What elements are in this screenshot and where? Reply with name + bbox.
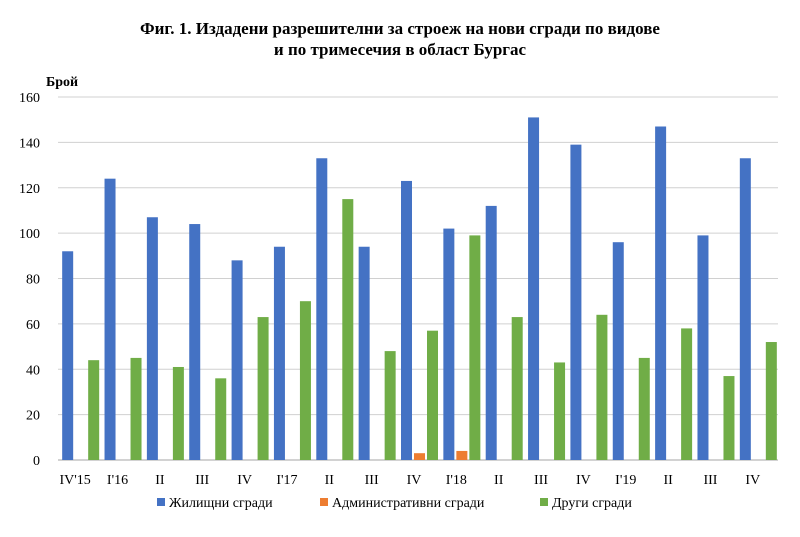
bar bbox=[189, 224, 201, 460]
y-tick-label: 100 bbox=[19, 227, 40, 242]
x-tick-label: III bbox=[703, 473, 717, 488]
bar bbox=[456, 450, 468, 460]
x-tick-label: II bbox=[155, 473, 165, 488]
legend-swatch bbox=[320, 498, 328, 506]
y-tick-label: 40 bbox=[26, 363, 40, 378]
bar bbox=[427, 330, 438, 460]
legend: Жилищни сгради Административни сгради Друг… bbox=[157, 496, 632, 511]
bar bbox=[469, 235, 481, 460]
bar bbox=[88, 360, 100, 460]
bar bbox=[655, 126, 667, 461]
bar bbox=[342, 199, 354, 460]
chart-title-line2: и по тримесечия в област Бургас bbox=[273, 40, 527, 59]
x-tick-labels: IV'15 I'16 II III IV I'17 II III IV I'18 II III IV I'… bbox=[60, 473, 761, 488]
chart-title: Фиг. 1. Издадени разрешителни за строеж … bbox=[0, 18, 800, 60]
x-tick-label: I'17 bbox=[276, 473, 297, 488]
bar bbox=[257, 317, 269, 460]
bar bbox=[414, 453, 425, 460]
y-tick-label: 160 bbox=[19, 91, 40, 106]
bar bbox=[511, 317, 523, 460]
bar bbox=[401, 180, 412, 460]
x-tick-label: IV bbox=[745, 473, 760, 488]
bar bbox=[273, 246, 285, 460]
bar bbox=[443, 228, 455, 460]
bar bbox=[739, 158, 751, 460]
bar bbox=[130, 357, 142, 460]
bar bbox=[612, 242, 624, 460]
bar bbox=[316, 158, 328, 460]
bar bbox=[554, 362, 566, 460]
chart-title-line1: Фиг. 1. Издадени разрешителни за строеж … bbox=[140, 19, 660, 38]
bar bbox=[485, 205, 497, 460]
x-tick-label: III bbox=[365, 473, 379, 488]
x-tick-label: II bbox=[325, 473, 335, 488]
bar bbox=[358, 246, 370, 460]
bar bbox=[638, 357, 650, 460]
bar bbox=[384, 351, 396, 460]
gridlines bbox=[58, 96, 778, 461]
x-tick-label: IV'15 bbox=[60, 473, 91, 488]
x-tick-label: I'19 bbox=[615, 473, 636, 488]
x-tick-label: I'18 bbox=[446, 473, 467, 488]
bar bbox=[231, 260, 243, 460]
x-tick-label: IV bbox=[407, 473, 422, 488]
y-tick-labels: 0 20 40 60 80 100 120 140 160 bbox=[19, 91, 40, 469]
bar bbox=[172, 366, 184, 460]
bar bbox=[570, 144, 582, 461]
bar bbox=[697, 235, 709, 460]
x-tick-label: III bbox=[195, 473, 209, 488]
bar bbox=[765, 342, 777, 460]
bar bbox=[723, 376, 735, 460]
bars bbox=[62, 117, 777, 461]
x-tick-label: IV bbox=[237, 473, 252, 488]
bar bbox=[299, 301, 311, 460]
legend-swatch bbox=[157, 498, 165, 506]
y-tick-label: 60 bbox=[26, 318, 40, 333]
y-tick-label: 140 bbox=[19, 136, 40, 151]
x-tick-label: II bbox=[494, 473, 504, 488]
x-tick-label: IV bbox=[576, 473, 591, 488]
legend-entry: Жилищни сгради bbox=[169, 496, 273, 511]
y-tick-label: 120 bbox=[19, 182, 40, 197]
bar bbox=[62, 251, 74, 460]
bar bbox=[104, 178, 116, 461]
bar bbox=[528, 117, 540, 460]
bar bbox=[596, 314, 608, 460]
x-tick-label: III bbox=[534, 473, 548, 488]
y-tick-label: 0 bbox=[33, 454, 40, 469]
legend-entry: Други сгради bbox=[552, 496, 632, 511]
bar bbox=[215, 378, 227, 460]
legend-entry: Административни сгради bbox=[332, 496, 485, 511]
y-tick-label: 80 bbox=[26, 273, 40, 288]
bar bbox=[681, 328, 693, 460]
x-tick-label: II bbox=[663, 473, 673, 488]
bar bbox=[146, 217, 158, 460]
y-tick-label: 20 bbox=[26, 409, 40, 424]
x-tick-label: I'16 bbox=[107, 473, 128, 488]
y-axis-label: Брой bbox=[46, 75, 78, 90]
legend-swatch bbox=[540, 498, 548, 506]
